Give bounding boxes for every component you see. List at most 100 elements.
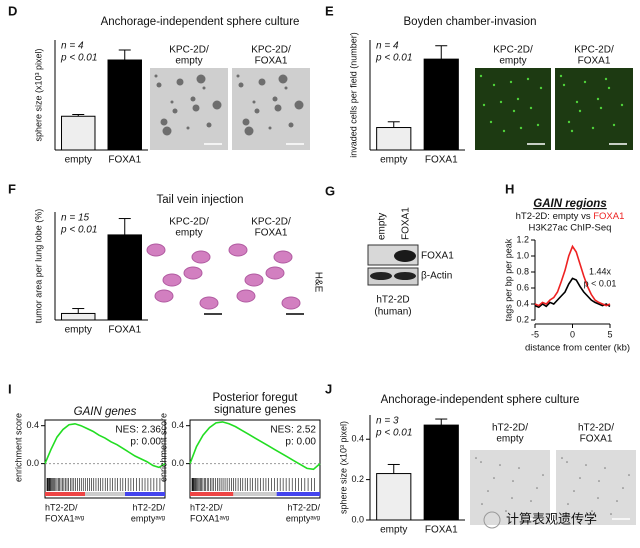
lane-label: FOXA1 <box>401 207 412 240</box>
micrograph-spot <box>172 108 178 114</box>
bar <box>107 59 142 151</box>
end-label: emptyᵃᵛᵍ <box>286 513 321 523</box>
panel-letter: H <box>505 181 514 196</box>
rank-bar <box>125 492 165 496</box>
micrograph-spot <box>196 74 206 84</box>
x-tick-label: empty <box>65 155 92 166</box>
micrograph-spot <box>509 80 513 84</box>
x-axis-label: distance from center (kb) <box>525 343 630 354</box>
annotation: 1.44x <box>589 266 612 276</box>
micrograph-spot <box>242 118 250 126</box>
image-caption: empty <box>175 56 202 67</box>
tissue <box>191 250 211 264</box>
y-tick-label: 0.4 <box>26 420 39 430</box>
micrograph-spot <box>599 106 603 110</box>
y-axis-label: tags per bp per peak <box>503 238 513 321</box>
subtitle-part: hT2-2D: empty vs <box>516 211 594 222</box>
y-tick-label: 0.4 <box>516 298 529 308</box>
micrograph-spot <box>512 480 514 482</box>
x-tick-label: -5 <box>531 329 539 339</box>
micrograph-spot <box>526 77 530 81</box>
blot-caption: hT2-2D <box>376 295 409 306</box>
bar <box>423 424 459 521</box>
micrograph-spot <box>578 109 582 113</box>
panel-letter: F <box>8 181 16 196</box>
micrograph-spot <box>186 126 190 130</box>
watermark-icon <box>483 511 501 529</box>
image-caption: empty <box>175 228 202 239</box>
image-caption: hT2-2D/ <box>578 423 614 434</box>
micrograph-spot <box>583 80 587 84</box>
micrograph-spot <box>268 126 272 130</box>
x-tick-label: FOXA1 <box>425 525 458 536</box>
micrograph-spot <box>511 497 513 499</box>
y-tick-label: 1.0 <box>516 250 529 260</box>
panel-letter: J <box>325 381 332 396</box>
chart-title: Boyden chamber-invasion <box>404 16 537 28</box>
micrograph-spot <box>475 457 477 459</box>
micrograph-spot <box>236 74 240 78</box>
chart-title: signature genes <box>214 404 296 416</box>
micrograph <box>475 68 551 150</box>
x-tick-label: empty <box>380 155 407 166</box>
bar <box>61 115 96 151</box>
micrograph-spot <box>492 83 496 87</box>
micrograph-spot <box>524 513 526 515</box>
micrograph-spot <box>570 129 574 133</box>
tissue <box>281 296 301 310</box>
bar <box>61 312 96 321</box>
panel-letter: D <box>8 3 17 18</box>
y-tick-label: 0.4 <box>351 434 364 444</box>
micrograph-spot <box>272 96 278 102</box>
end-label: hT2-2D/ <box>190 502 223 512</box>
micrograph-spot <box>596 97 600 101</box>
tissue <box>265 266 285 280</box>
annotation: n = 4 <box>61 41 84 52</box>
annotation: p: 0.00 <box>285 437 316 448</box>
micrograph-spot <box>244 126 254 136</box>
blot-band <box>370 272 392 280</box>
micrograph-spot <box>274 104 282 112</box>
micrograph-spot <box>567 503 569 505</box>
annotation: p < 0.01 <box>375 428 412 439</box>
y-tick-label: 0.0 <box>26 458 39 468</box>
image-caption: KPC-2D/ <box>169 217 209 228</box>
panel-letter: G <box>325 183 335 198</box>
annotation: n = 3 <box>376 416 399 427</box>
image-caption: empty <box>496 434 523 445</box>
blot-caption: (human) <box>374 307 411 318</box>
y-axis-label: sphere size (x10³ pixel) <box>33 48 43 141</box>
series-line <box>534 244 611 307</box>
plot-frame <box>44 419 166 499</box>
micrograph-spot <box>622 487 624 489</box>
micrograph-spot <box>610 513 612 515</box>
y-axis-label: enrichment score <box>158 413 168 482</box>
micrograph-spot <box>480 461 482 463</box>
micrograph-spot <box>561 457 563 459</box>
y-tick-label: 1.2 <box>516 234 529 244</box>
micrograph-spot <box>591 510 593 512</box>
micrograph-spot <box>591 126 595 130</box>
micrograph-spot <box>202 86 206 90</box>
bar <box>376 127 412 151</box>
micrograph-spot <box>499 464 501 466</box>
micrograph-spot <box>559 74 563 78</box>
tissue <box>273 250 293 264</box>
y-axis-label: enrichment score <box>13 413 23 482</box>
micrograph-spot <box>238 82 244 88</box>
micrograph-spot <box>154 74 158 78</box>
micrograph-spot <box>536 487 538 489</box>
x-tick-label: empty <box>380 525 407 536</box>
image-caption: KPC-2D/ <box>169 45 209 56</box>
micrograph-spot <box>575 100 579 104</box>
micrograph-spot <box>518 467 520 469</box>
micrograph-spot <box>567 120 571 124</box>
image-caption: hT2-2D/ <box>492 423 528 434</box>
y-axis-label: sphere size (x10³ pixel) <box>338 421 348 514</box>
image-caption: empty <box>499 56 526 67</box>
annotation: p < 0.01 <box>584 278 617 288</box>
chart-subtitle: hT2-2D: empty vs FOXA1 <box>516 211 625 222</box>
micrograph-spot <box>502 129 506 133</box>
x-tick-label: FOXA1 <box>108 325 141 336</box>
